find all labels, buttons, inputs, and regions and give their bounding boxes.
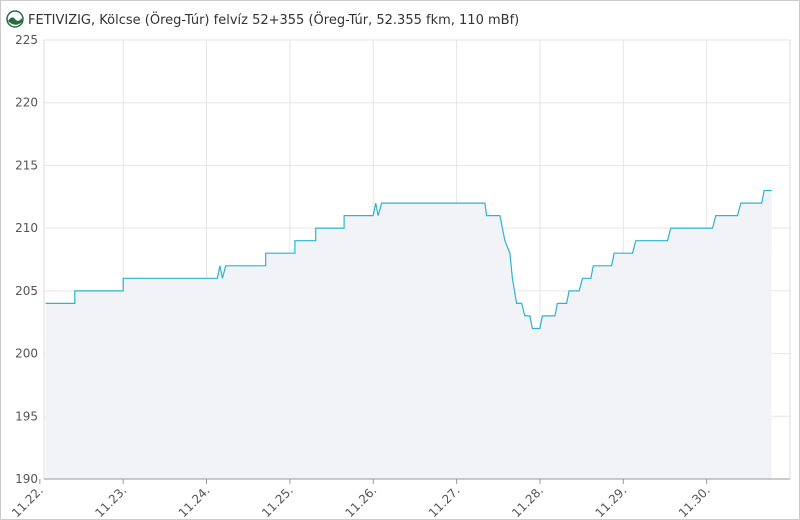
y-tick-label: 195	[15, 409, 38, 423]
y-tick-label: 215	[15, 158, 38, 172]
logo	[6, 10, 24, 28]
y-tick-label: 220	[15, 96, 38, 110]
y-tick-label: 190	[15, 472, 38, 486]
y-tick-label: 205	[15, 284, 38, 298]
y-tick-label: 200	[15, 347, 38, 361]
line	[45, 189, 772, 330]
y-tick-label: 210	[15, 221, 38, 235]
chart-title: FETIVIZIG, Kölcse (Öreg-Túr) felvíz 52+3…	[28, 11, 519, 28]
y-tick-label: 225	[15, 33, 38, 47]
area-fill	[45, 190, 772, 479]
